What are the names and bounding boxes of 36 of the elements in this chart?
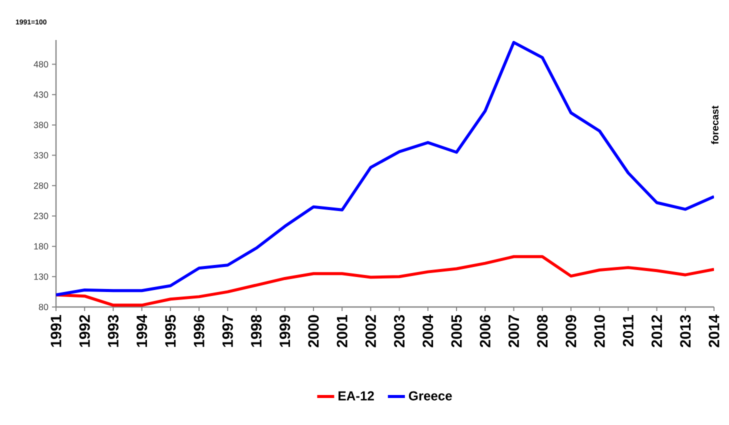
x-tick-label: 2007 (508, 315, 520, 348)
y-tick-label: 430 (34, 91, 48, 98)
y-tick-label: 480 (34, 61, 48, 68)
legend-label: Greece (408, 391, 452, 400)
x-tick-label: 2005 (451, 314, 462, 348)
x-tick-label: 2002 (365, 315, 376, 348)
y-tick-label: 330 (34, 152, 48, 158)
x-tick-label: 1995 (165, 314, 176, 347)
x-tick-label: 2006 (480, 315, 490, 348)
x-tick-label: 1994 (136, 314, 148, 347)
y-tick-label: 180 (34, 243, 48, 250)
annotation: forecast (711, 106, 718, 144)
x-tick-label: 2009 (566, 315, 576, 348)
x-tick-label: 1991 (50, 314, 62, 347)
y-tick-label: 280 (34, 182, 48, 189)
x-tick-label: 1996 (194, 315, 204, 347)
x-tick-label: 2003 (394, 315, 405, 348)
x-tick-label: 2010 (594, 315, 605, 348)
y-tick-label: 380 (34, 122, 48, 128)
x-tick-label: 2000 (308, 315, 319, 348)
x-tick-label: 1992 (79, 315, 90, 347)
x-tick-label: 2008 (537, 314, 548, 348)
y-tick-label: 130 (34, 273, 48, 280)
x-tick-label: 2011 (622, 314, 634, 346)
x-tick-label: 2001 (336, 314, 348, 348)
x-tick-label: 2014 (708, 314, 720, 348)
x-tick-label: 1999 (280, 315, 290, 347)
x-tick-label: 2012 (652, 315, 662, 348)
y-tick-label: 230 (34, 212, 48, 220)
x-tick-label: 1998 (250, 314, 262, 347)
x-tick-label: 2013 (680, 315, 691, 348)
x-tick-label: 2004 (422, 314, 434, 348)
x-tick-label: 1997 (222, 315, 233, 347)
y-tick-label: 80 (38, 304, 48, 310)
x-tick-label: 1993 (108, 315, 119, 347)
legend-label: EA-12 (338, 391, 374, 400)
